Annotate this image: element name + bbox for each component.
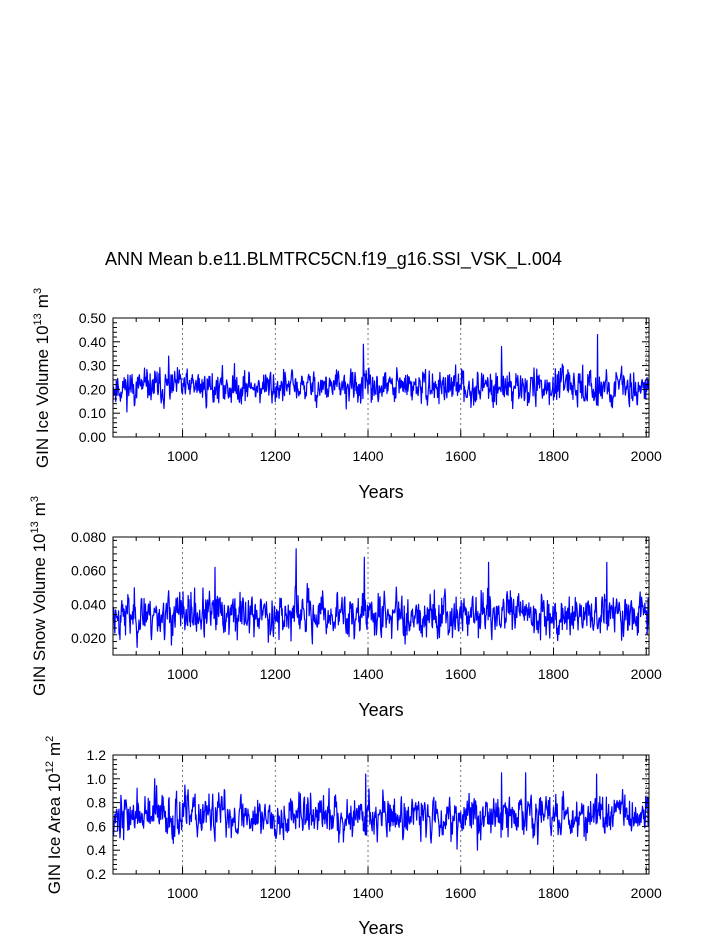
series-line (112, 334, 650, 413)
axis-ticks (112, 754, 649, 875)
y-tick-label: 0.50 (79, 310, 106, 326)
x-tick-label: 2000 (631, 666, 662, 682)
tick-labels: 0.2 0.4 0.6 0.8 1.0 1.2 1000 1200 1400 1600 1800 20… (87, 747, 662, 901)
panel-snow-volume: 0.020 0.040 0.060 0.080 1000 1200 1400 1600 1800… (29, 496, 662, 720)
y-axis-label-exponent: 13 (29, 521, 41, 533)
x-gridlines (182, 318, 647, 437)
y-axis-label-unit: m (30, 502, 49, 516)
y-tick-label: 0.080 (71, 529, 106, 545)
series-line (112, 772, 650, 851)
y-tick-label: 0.4 (87, 842, 107, 858)
x-tick-label: 1400 (352, 448, 383, 464)
x-tick-label: 1800 (538, 448, 569, 464)
x-tick-label: 1800 (538, 885, 569, 901)
y-tick-label: 0.10 (79, 405, 106, 421)
y-axis-label-unit-exponent: 3 (32, 288, 44, 294)
y-axis-label: GIN Ice Area 1012 m2 (44, 736, 64, 895)
series-group (112, 548, 650, 648)
y-axis-label-text: GIN Snow Volume 10 (30, 534, 49, 697)
x-tick-label: 1600 (445, 885, 476, 901)
y-tick-label: 0.00 (79, 429, 106, 445)
tick-labels: 0.020 0.040 0.060 0.080 1000 1200 1400 1600 1800… (71, 529, 662, 682)
y-axis-label-exponent: 12 (44, 761, 56, 773)
x-tick-label: 1200 (260, 885, 291, 901)
x-tick-label: 1800 (538, 666, 569, 682)
x-tick-label: 1000 (167, 448, 198, 464)
y-axis-label-unit-exponent: 2 (44, 736, 56, 742)
y-tick-label: 1.0 (87, 771, 107, 787)
x-axis-label: Years (358, 482, 403, 502)
series-line (112, 548, 650, 648)
y-tick-label: 0.30 (79, 358, 106, 374)
x-tick-label: 1000 (167, 885, 198, 901)
x-axis-label: Years (358, 918, 403, 935)
y-tick-label: 0.6 (87, 818, 107, 834)
plot-frame (112, 317, 650, 438)
y-tick-label: 1.2 (87, 747, 107, 763)
y-tick-label: 0.20 (79, 381, 106, 397)
x-tick-label: 2000 (631, 448, 662, 464)
x-gridlines (182, 537, 647, 655)
y-axis-label: GIN Snow Volume 1013 m3 (29, 496, 49, 696)
x-tick-label: 1600 (445, 666, 476, 682)
plot-frame (112, 754, 650, 875)
tick-labels: 0.00 0.10 0.20 0.30 0.40 0.50 1000 1200 1400 1600… (79, 310, 662, 464)
x-tick-label: 2000 (631, 885, 662, 901)
y-axis-label-unit: m (45, 742, 64, 756)
x-tick-label: 1400 (352, 666, 383, 682)
x-tick-label: 1600 (445, 448, 476, 464)
y-axis-label-unit-exponent: 3 (29, 496, 41, 502)
y-tick-label: 0.2 (87, 866, 107, 882)
x-tick-label: 1200 (260, 666, 291, 682)
x-tick-label: 1400 (352, 885, 383, 901)
axis-ticks (112, 317, 649, 438)
y-axis-label-text: GIN Ice Volume 10 (33, 325, 52, 468)
panel-ice-volume: 0.00 0.10 0.20 0.30 0.40 0.50 1000 1200 1400 1600… (32, 288, 662, 502)
panel-ice-area: 0.2 0.4 0.6 0.8 1.0 1.2 1000 1200 1400 1600 1800 20… (44, 736, 662, 935)
plot-frame (112, 536, 650, 656)
y-tick-label: 0.040 (71, 596, 106, 612)
y-tick-label: 0.8 (87, 795, 107, 811)
y-axis-label-text: GIN Ice Area 10 (45, 773, 64, 894)
x-axis-label: Years (358, 700, 403, 720)
y-tick-label: 0.060 (71, 563, 106, 579)
y-tick-label: 0.40 (79, 334, 106, 350)
y-axis-label-exponent: 13 (32, 313, 44, 325)
y-axis-label-unit: m (33, 294, 52, 308)
chart-title: ANN Mean b.e11.BLMTRC5CN.f19_g16.SSI_VSK… (105, 249, 562, 270)
y-tick-label: 0.020 (71, 630, 106, 646)
series-group (112, 772, 650, 851)
x-tick-label: 1000 (167, 666, 198, 682)
x-tick-label: 1200 (260, 448, 291, 464)
y-axis-label: GIN Ice Volume 1013 m3 (32, 288, 52, 468)
series-group (112, 334, 650, 413)
